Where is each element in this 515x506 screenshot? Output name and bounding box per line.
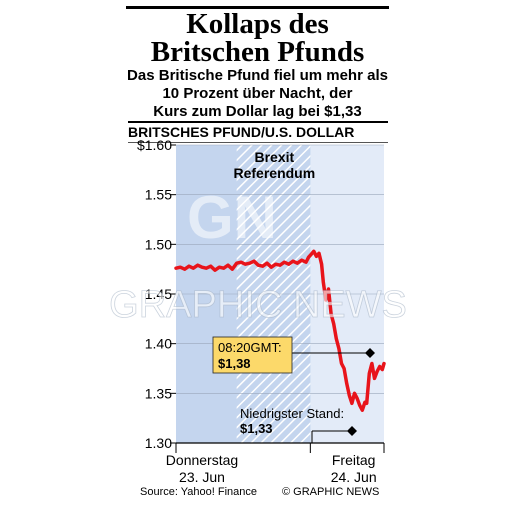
- series-point-13: [231, 268, 234, 270]
- series-point-4: [192, 267, 195, 269]
- series-point-51: [358, 404, 361, 407]
- series-point-33: [313, 250, 315, 253]
- y-tick-label-0: $1.60: [137, 137, 172, 153]
- series-point-15: [240, 261, 242, 264]
- callout-value-label: $1,38: [218, 356, 251, 371]
- series-point-10: [218, 266, 221, 268]
- callout-marker-1: [365, 348, 375, 358]
- series-point-6: [201, 266, 203, 268]
- y-tick-label-3: 1.45: [145, 286, 172, 302]
- series-point-0: [175, 267, 177, 269]
- x-label-day-0: Donnerstag: [166, 452, 238, 468]
- series-point-41: [332, 323, 335, 325]
- series-point-22: [270, 266, 273, 268]
- currency-pair-label: BRITSCHES PFUND/U.S. DOLLAR: [128, 121, 388, 143]
- series-point-54: [365, 402, 368, 405]
- low-marker: [347, 426, 357, 436]
- y-tick-label-6: 1.30: [145, 435, 172, 451]
- series-point-32: [310, 253, 313, 256]
- watermark-text: GRAPHIC NEWS: [109, 284, 407, 326]
- series-point-40: [330, 313, 332, 315]
- series-point-48: [351, 402, 353, 405]
- series-point-23: [274, 263, 277, 266]
- series-point-36: [320, 263, 323, 266]
- series-point-37: [322, 281, 325, 283]
- subtitle-line1: Das Britische Pfund fiel um mehr als: [127, 67, 388, 84]
- series-point-18: [253, 260, 255, 263]
- y-tick-label-5: 1.35: [145, 385, 172, 401]
- source-note: Source: Yahoo! Finance: [140, 486, 258, 498]
- series-point-19: [257, 264, 260, 266]
- series-point-31: [307, 256, 310, 259]
- low-label: Niedrigster Stand:: [240, 406, 344, 421]
- subtitle-line3: Kurs zum Dollar lag bei $1,33: [153, 103, 362, 120]
- y-tick-label-1: 1.55: [145, 187, 172, 203]
- series-point-55: [368, 372, 371, 375]
- x-label-day-1: Freitag: [332, 452, 376, 468]
- series-point-39: [327, 288, 330, 290]
- series-point-27: [292, 260, 294, 263]
- series-point-49: [353, 392, 356, 395]
- chart-title-line1: Kollaps des: [186, 8, 329, 40]
- series-point-38: [325, 299, 327, 301]
- series-point-47: [348, 394, 351, 397]
- series-point-14: [235, 262, 238, 265]
- series-point-24: [279, 264, 281, 266]
- subtitle-line2: 10 Prozent über Nacht, der: [162, 85, 353, 102]
- y-tick-label-2: 1.50: [145, 236, 172, 252]
- series-point-61: [383, 362, 385, 365]
- x-label-date-1: 24. Jun: [331, 469, 377, 485]
- series-point-59: [378, 365, 381, 368]
- series-point-56: [371, 362, 373, 365]
- series-point-16: [244, 263, 247, 266]
- series-point-21: [266, 262, 268, 265]
- series-point-46: [345, 382, 348, 385]
- series-point-57: [373, 377, 376, 380]
- series-point-52: [361, 409, 364, 412]
- series-point-2: [183, 268, 186, 270]
- title-top-rule: [126, 6, 389, 9]
- x-label-date-0: 23. Jun: [179, 469, 225, 485]
- series-point-9: [214, 269, 216, 271]
- series-point-26: [287, 263, 290, 266]
- graphic-news-watermark: GN GRAPHIC NEWS: [109, 184, 408, 326]
- series-point-44: [340, 362, 343, 365]
- series-point-30: [305, 261, 307, 264]
- series-point-28: [296, 262, 299, 265]
- low-value-label: $1,33: [240, 421, 273, 436]
- series-point-12: [227, 264, 229, 266]
- event-label-line2: Referendum: [233, 165, 315, 181]
- series-point-53: [364, 401, 366, 404]
- series-point-34: [315, 255, 318, 258]
- series-point-50: [356, 397, 358, 400]
- series-point-5: [196, 264, 199, 266]
- series-point-11: [222, 267, 225, 269]
- series-point-29: [300, 259, 303, 262]
- series-point-8: [209, 265, 212, 267]
- series-point-25: [283, 261, 286, 264]
- watermark-logo: GN: [187, 184, 277, 251]
- credit-note: © GRAPHIC NEWS: [282, 486, 380, 498]
- series-point-42: [335, 337, 338, 340]
- event-label-line1: Brexit: [254, 149, 294, 165]
- series-point-60: [381, 368, 384, 371]
- series-point-58: [376, 370, 378, 373]
- chart-title-line2: Britschen Pfunds: [150, 36, 365, 68]
- callout-time-label: 08:20GMT:: [218, 340, 282, 355]
- series-point-1: [179, 266, 182, 268]
- y-tick-label-4: 1.40: [145, 336, 172, 352]
- series-point-17: [248, 262, 251, 265]
- series-point-45: [343, 367, 345, 370]
- series-point-7: [205, 267, 208, 269]
- callout-box-1: [212, 336, 293, 374]
- series-point-3: [188, 265, 190, 267]
- series-point-43: [338, 347, 340, 350]
- series-point-20: [261, 265, 264, 267]
- series-point-35: [318, 252, 320, 255]
